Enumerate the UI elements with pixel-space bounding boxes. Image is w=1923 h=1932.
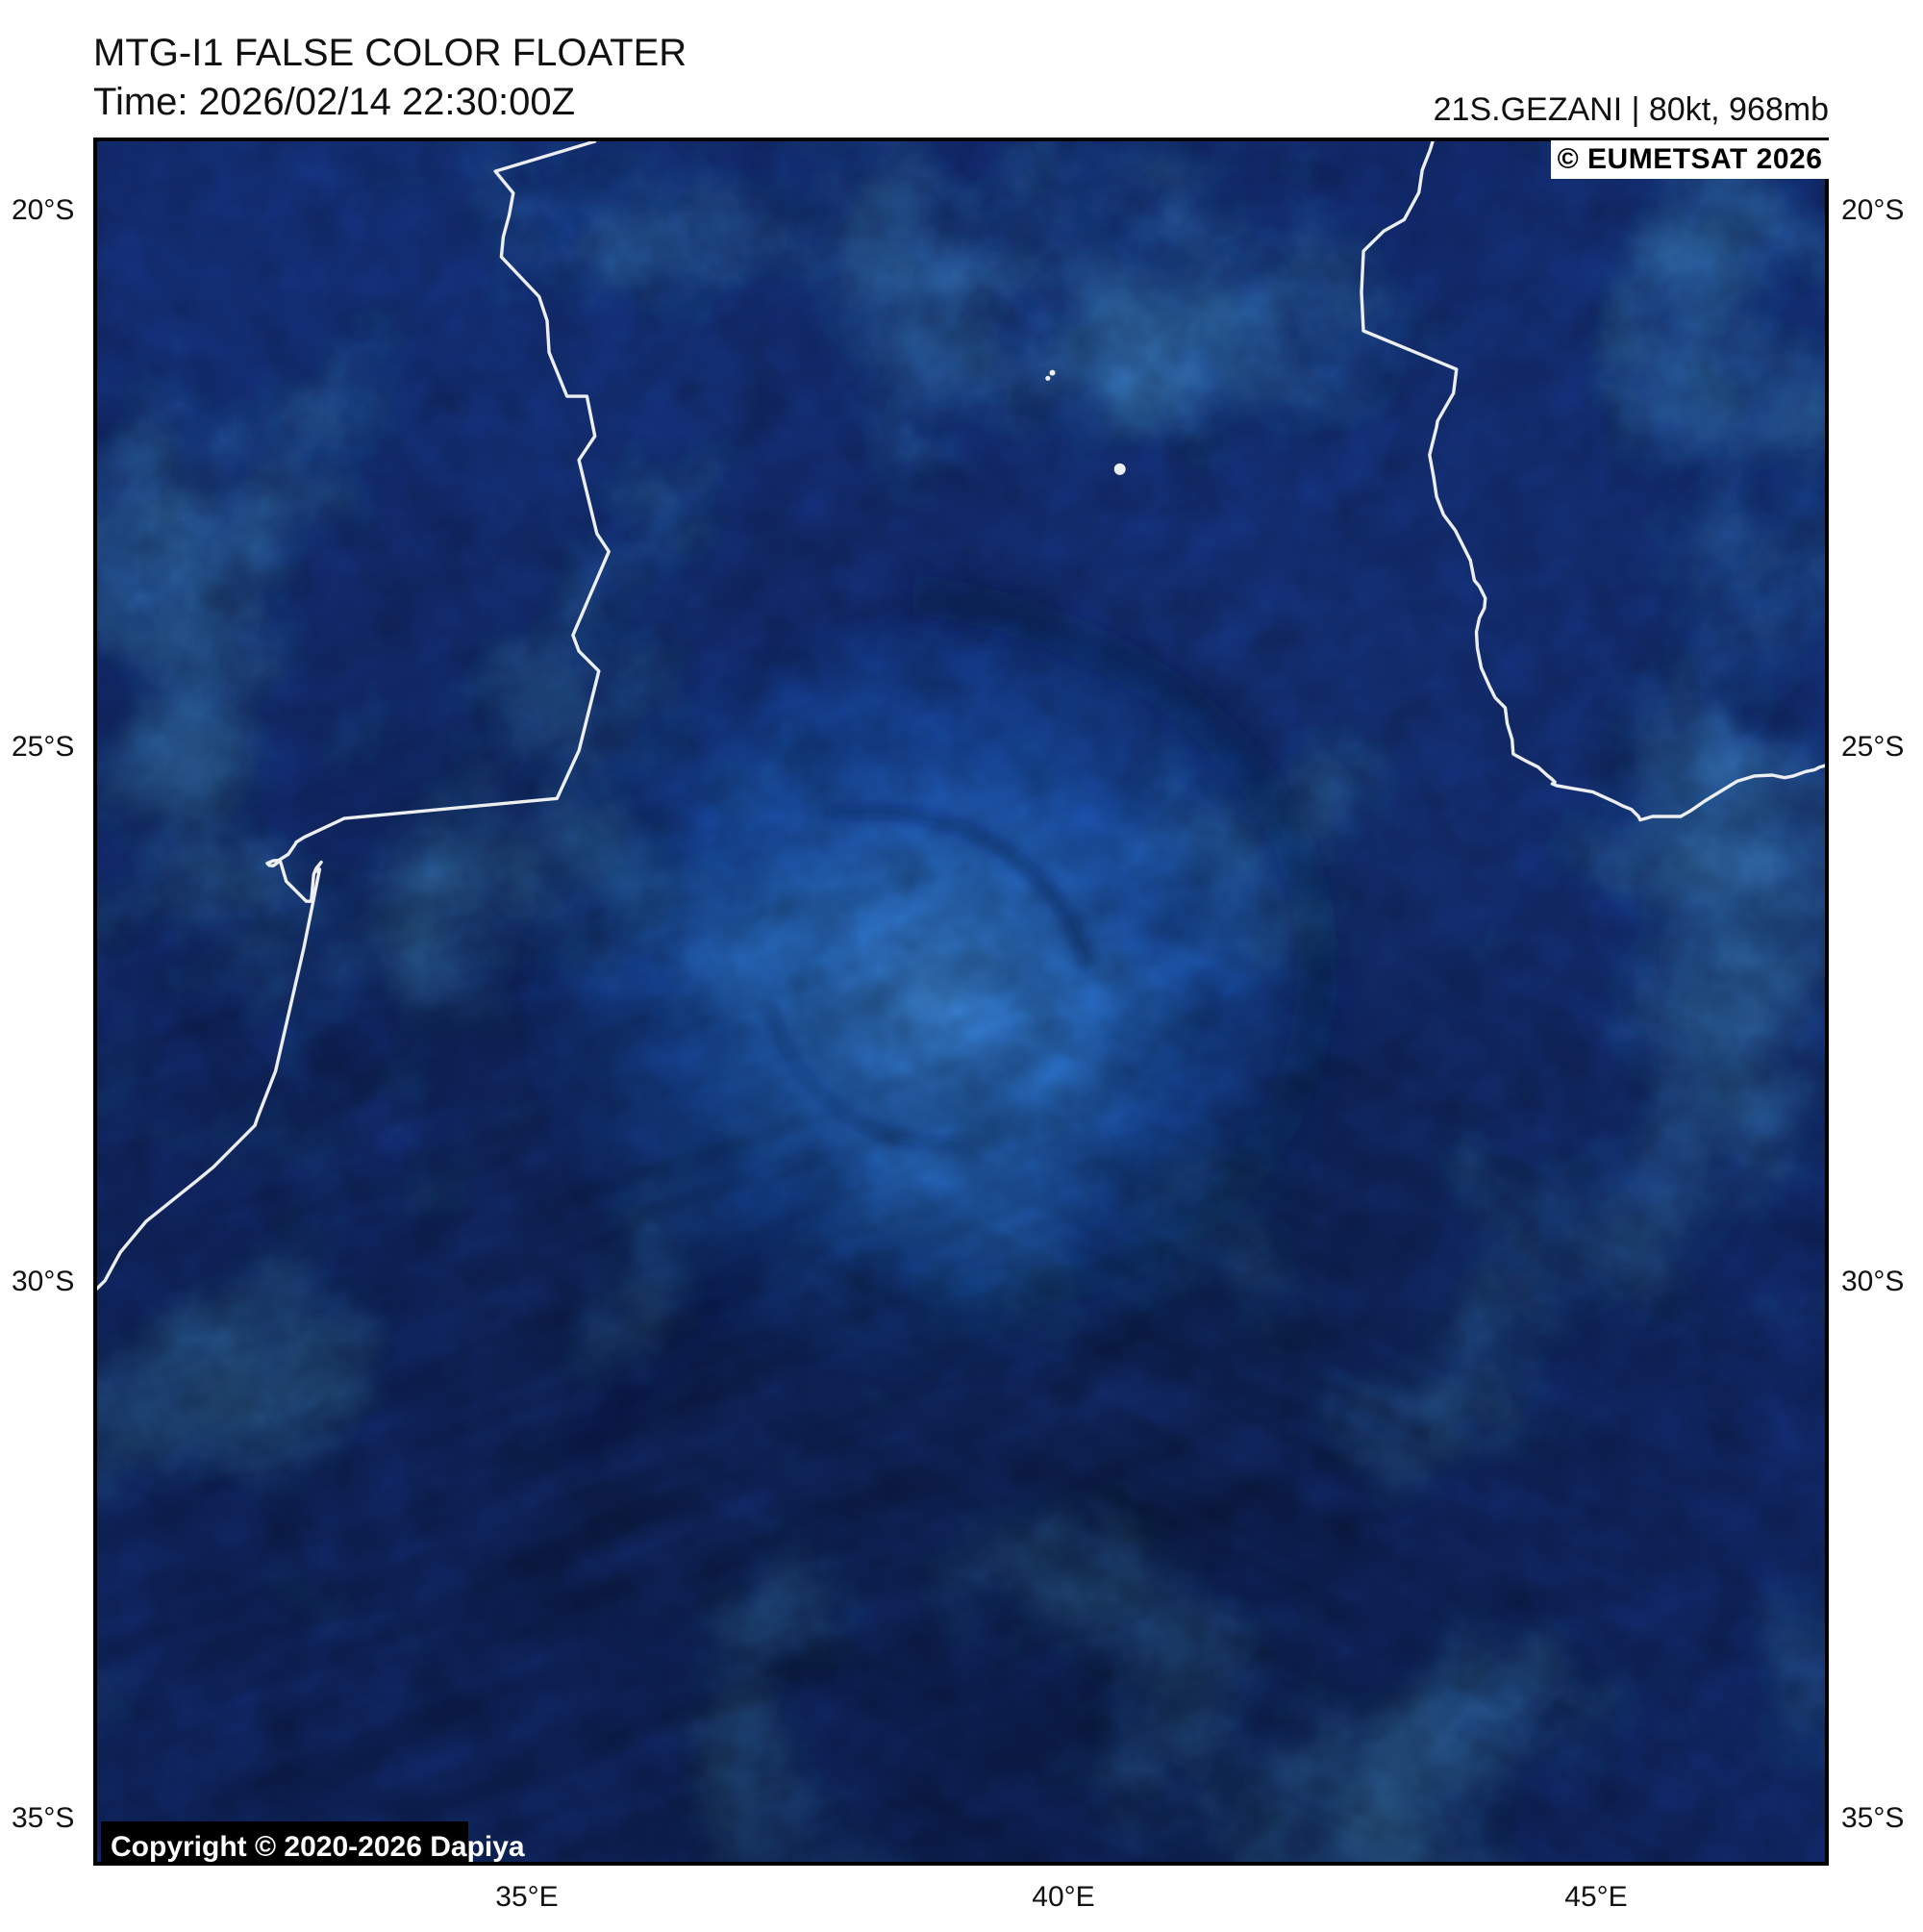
- svg-text:Copyright © 2020-2026 Dapiya: Copyright © 2020-2026 Dapiya: [111, 1831, 525, 1863]
